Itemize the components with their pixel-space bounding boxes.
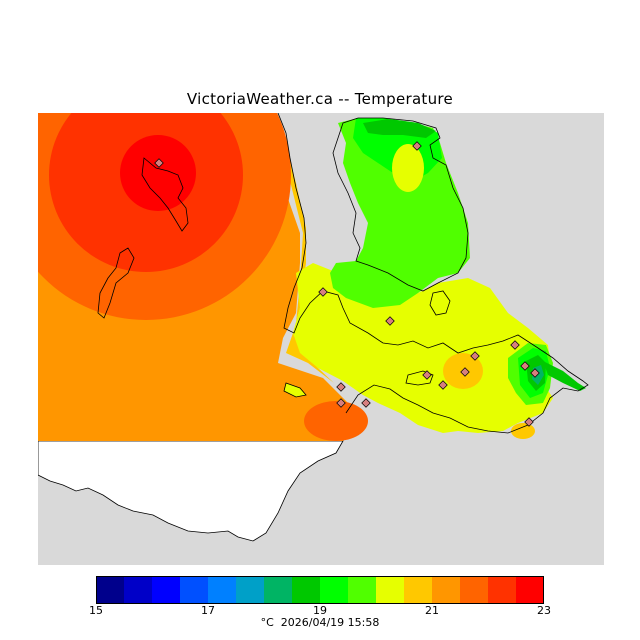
legend-swatch (516, 576, 544, 604)
caption: °C 2026/04/19 15:58 (0, 616, 640, 629)
legend-swatch (208, 576, 237, 604)
station-marker[interactable] (520, 361, 530, 371)
map-title: VictoriaWeather.ca -- Temperature (186, 90, 454, 108)
zone-yellow (293, 263, 553, 433)
zone-dark-green-north (363, 119, 436, 138)
legend-swatch (404, 576, 433, 604)
station-marker[interactable] (524, 417, 534, 427)
color-legend (96, 576, 544, 604)
station-marker[interactable] (385, 316, 395, 326)
station-marker[interactable] (470, 351, 480, 361)
legend-swatch (432, 576, 461, 604)
zone-red (120, 135, 196, 211)
olympic-peninsula-land (38, 440, 344, 542)
station-marker[interactable] (318, 287, 328, 297)
zone-yellow-north (392, 144, 424, 192)
zone-green-cape (543, 361, 586, 391)
island-outline-south2 (283, 382, 307, 398)
station-marker[interactable] (422, 370, 432, 380)
legend-swatch (320, 576, 349, 604)
station-marker[interactable] (336, 382, 346, 392)
legend-swatch (376, 576, 405, 604)
station-marker[interactable] (460, 367, 470, 377)
station-marker[interactable] (361, 398, 371, 408)
island-outline-bay (429, 290, 451, 316)
legend-swatch (124, 576, 153, 604)
legend-swatch (264, 576, 293, 604)
station-marker[interactable] (510, 340, 520, 350)
station-marker[interactable] (336, 398, 346, 408)
legend-swatch (152, 576, 181, 604)
temperature-map (38, 113, 604, 565)
legend-tick: 21 (425, 604, 439, 617)
legend-border (96, 576, 544, 604)
zone-orange-fill (38, 281, 72, 441)
station-marker[interactable] (530, 368, 540, 378)
station-marker[interactable] (154, 158, 164, 168)
island-outline-north (332, 117, 469, 292)
unit-label: °C (260, 616, 274, 629)
legend-tick: 19 (313, 604, 327, 617)
legend-tick: 15 (89, 604, 103, 617)
legend-swatch (460, 576, 489, 604)
weather-stations (154, 141, 540, 427)
island-outline-2 (97, 247, 135, 319)
station-marker[interactable] (438, 380, 448, 390)
island-outline-1 (141, 157, 189, 232)
legend-swatch (180, 576, 209, 604)
legend-swatch (488, 576, 517, 604)
zone-light-orange-blob2 (511, 423, 535, 439)
legend-swatch (96, 576, 125, 604)
legend-swatch (348, 576, 377, 604)
station-marker[interactable] (412, 141, 422, 151)
legend-swatch (236, 576, 265, 604)
zone-dark-orange-south (304, 401, 368, 441)
timestamp: 2026/04/19 15:58 (280, 616, 380, 629)
legend-swatch (292, 576, 321, 604)
coastline-east (277, 113, 589, 434)
legend-tick: 23 (537, 604, 551, 617)
legend-tick: 17 (201, 604, 215, 617)
